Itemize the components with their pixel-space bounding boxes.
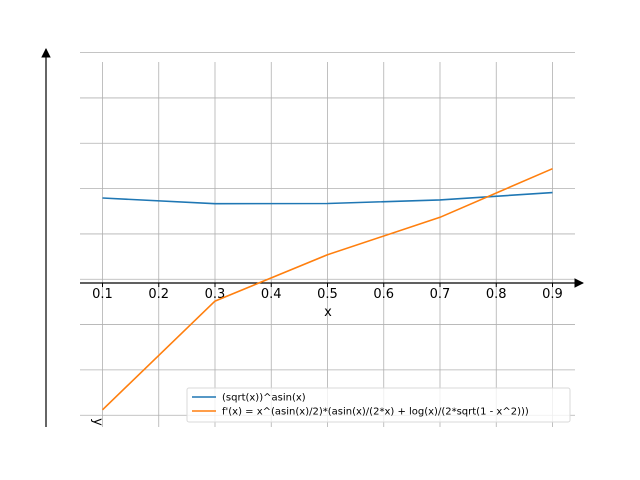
x-axis-label: x [324,305,332,320]
x-tick-label: 0.3 [205,287,226,302]
x-tick-label: 0.7 [430,287,451,302]
legend-box [186,387,571,423]
x-ticks: 0.1 0.2 0.3 0.4 0.5 0.6 0.7 0.8 0.9 [92,283,563,302]
x-tick-label: 0.8 [486,287,507,302]
series-lines [101,167,553,411]
series-line-2 [101,167,553,411]
x-tick-label: 0.5 [317,287,338,302]
x-tick-label: 0.2 [148,287,169,302]
legend-entry-1: (sqrt(x))^asin(x) [222,393,306,404]
legend: (sqrt(x))^asin(x) f'(x) = x^(asin(x)/2)*(… [186,387,571,423]
x-tick-label: 0.9 [542,287,563,302]
x-tick-label: 0.4 [261,287,282,302]
x-tick-label: 0.6 [373,287,394,302]
grid [80,52,575,427]
y-axis-label: y [90,418,105,426]
series-line-1 [102,191,553,205]
x-tick-label: 0.1 [92,287,113,302]
legend-entry-2: f'(x) = x^(asin(x)/2)*(asin(x)/(2*x) + l… [222,407,529,418]
